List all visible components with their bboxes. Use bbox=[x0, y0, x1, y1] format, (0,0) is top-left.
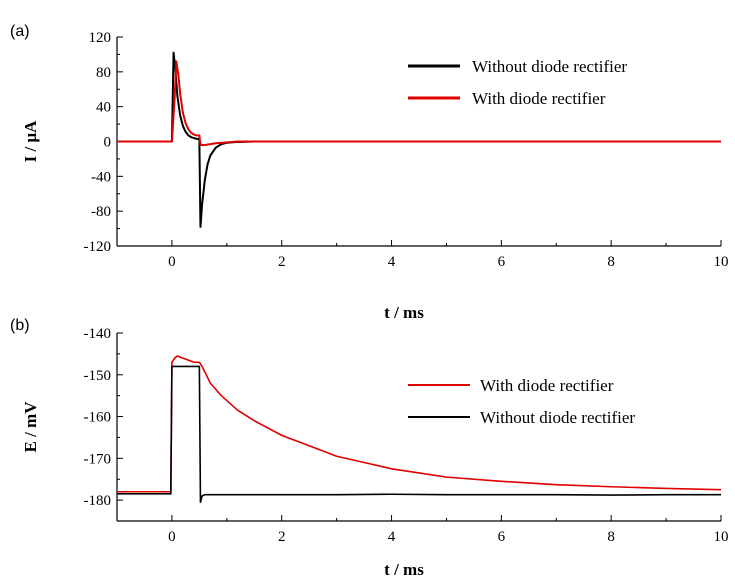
x-tick-label: 0 bbox=[168, 254, 176, 270]
legend-label-1: With diode rectifier bbox=[480, 376, 614, 395]
y-tick-label: 80 bbox=[96, 65, 111, 81]
series-line-2 bbox=[117, 60, 721, 146]
y-axis-label: E / mV bbox=[21, 401, 40, 453]
x-axis-label: t / ms bbox=[384, 560, 424, 579]
x-tick-label: 2 bbox=[278, 529, 286, 545]
y-tick-label: 40 bbox=[96, 100, 111, 116]
x-tick-label: 4 bbox=[388, 254, 396, 270]
y-axis-label: I / μA bbox=[21, 120, 40, 162]
panel-a-chart: 0 2 4 6 8 10 120 80 40 0 -40 -80 -120 Without diode r… bbox=[10, 23, 729, 322]
legend-label-2: Without diode rectifier bbox=[480, 408, 635, 427]
x-tick-label: 8 bbox=[607, 529, 615, 545]
panel-label: (a) bbox=[10, 23, 30, 40]
y-tick-label: -180 bbox=[84, 493, 112, 509]
x-tick-label: 2 bbox=[278, 254, 286, 270]
y-tick-label: -140 bbox=[84, 326, 112, 342]
legend-label-2: With diode rectifier bbox=[472, 89, 606, 108]
y-tick-label: 0 bbox=[104, 135, 112, 151]
y-tick-label: -80 bbox=[91, 204, 111, 220]
series-line-2 bbox=[117, 365, 721, 503]
y-tick-label: -120 bbox=[84, 239, 112, 255]
x-tick-label: 8 bbox=[607, 254, 615, 270]
x-tick-label: 6 bbox=[498, 529, 506, 545]
x-tick-label: 10 bbox=[714, 529, 729, 545]
y-tick-label: -150 bbox=[84, 368, 112, 384]
series-line-1 bbox=[117, 355, 722, 493]
panel-b-chart: 0 2 4 6 8 10 -140 -150 -160 -170 -180 With diode re… bbox=[10, 317, 729, 579]
y-tick-label: -170 bbox=[84, 451, 112, 467]
legend-label-1: Without diode rectifier bbox=[472, 57, 627, 76]
x-tick-label: 10 bbox=[714, 254, 729, 270]
y-tick-label: -160 bbox=[84, 410, 112, 426]
y-tick-label: 120 bbox=[89, 30, 112, 46]
x-tick-label: 4 bbox=[388, 529, 396, 545]
series-line-1 bbox=[117, 51, 721, 228]
x-tick-label: 0 bbox=[168, 529, 176, 545]
panel-label: (b) bbox=[10, 317, 30, 334]
y-tick-label: -40 bbox=[91, 169, 111, 185]
x-axis-label: t / ms bbox=[384, 303, 424, 322]
x-tick-label: 6 bbox=[498, 254, 506, 270]
